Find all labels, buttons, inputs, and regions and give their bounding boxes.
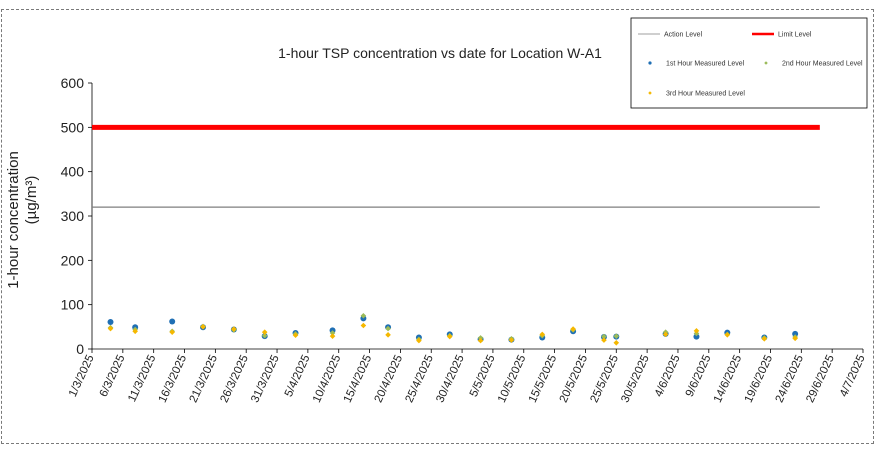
x-tick-label: 6/3/2025	[98, 353, 128, 399]
y-tick-label: 0	[76, 341, 84, 357]
legend-2nd-hour: 2nd Hour Measured Level	[764, 61, 863, 68]
legend-marker	[648, 91, 652, 95]
legend-label: 2nd Hour Measured Level	[782, 61, 863, 68]
x-tick-label: 4/6/2025	[653, 353, 683, 399]
point-3rd-hour	[693, 328, 700, 334]
point-3rd-hour	[477, 337, 484, 344]
point-3rd-hour	[613, 339, 620, 346]
x-tick-label: 20/5/2025	[558, 353, 591, 404]
point-3rd-hour	[792, 335, 798, 342]
x-tick-label: 19/6/2025	[743, 353, 776, 404]
point-3rd-hour	[662, 331, 669, 338]
legend-label: Limit Level	[778, 32, 812, 39]
legend-label: 1st Hour Measured Level	[666, 61, 745, 68]
x-tick-label: 21/3/2025	[188, 353, 221, 404]
legend-box	[630, 17, 868, 109]
x-tick-label: 5/5/2025	[468, 353, 498, 399]
x-tick-label: 16/3/2025	[157, 353, 190, 404]
x-tick-label: 14/6/2025	[712, 353, 745, 404]
y-axis-unit: (µg/m³)	[23, 176, 40, 225]
x-tick-label: 15/4/2025	[342, 353, 375, 404]
x-tick-label: 10/5/2025	[496, 353, 529, 404]
legend-1st-hour: 1st Hour Measured Level	[648, 61, 745, 68]
y-tick-label: 500	[61, 119, 85, 135]
point-2nd-hour	[601, 333, 607, 340]
point-3rd-hour	[231, 326, 237, 332]
x-tick-label: 30/5/2025	[619, 353, 652, 404]
point-2nd-hour	[360, 312, 367, 319]
x-tick-label: 29/6/2025	[804, 353, 837, 404]
x-tick-label: 1/3/2025	[67, 353, 97, 399]
legend-label: 3rd Hour Measured Level	[666, 91, 745, 98]
x-tick-label: 31/3/2025	[249, 353, 282, 404]
y-tick-label: 300	[61, 208, 85, 224]
point-3rd-hour	[132, 328, 138, 335]
point-3rd-hour	[446, 333, 453, 340]
point-3rd-hour	[169, 329, 175, 335]
legend-3rd-hour: 3rd Hour Measured Level	[648, 91, 745, 98]
x-tick-label: 20/4/2025	[373, 353, 406, 404]
point-3rd-hour	[360, 322, 367, 329]
x-tick-label: 25/4/2025	[403, 353, 436, 404]
point-2nd-hour	[613, 333, 620, 339]
y-tick-label: 400	[61, 164, 85, 180]
plot-area: 0 100 200 300 400 500 600 1/3/2025 6/3/202511/3/…	[61, 75, 868, 405]
legend-label: Action Level	[664, 32, 703, 39]
y-tick-label: 600	[61, 75, 85, 91]
point-3rd-hour	[601, 337, 607, 343]
y-axis-label: 1-hour concentration	[5, 151, 22, 289]
y-tick-label: 200	[61, 252, 85, 268]
x-tick-label: 11/3/2025	[126, 353, 158, 404]
point-3rd-hour	[107, 325, 114, 332]
point-3rd-hour	[292, 332, 299, 339]
x-tick-label: 15/5/2025	[527, 353, 560, 404]
point-3rd-hour	[724, 332, 731, 338]
point-3rd-hour	[261, 329, 268, 335]
point-2nd-hour	[385, 325, 391, 332]
x-tick-label: 9/6/2025	[684, 353, 714, 399]
point-3rd-hour	[570, 326, 576, 332]
point-2nd-hour	[329, 330, 336, 336]
point-3rd-hour	[761, 336, 768, 342]
x-tick-label: 30/4/2025	[434, 353, 467, 404]
point-3rd-hour	[539, 331, 546, 338]
point-3rd-hour	[200, 324, 206, 330]
x-tick-label: 24/6/2025	[774, 353, 807, 404]
point-1st-hour	[169, 318, 176, 325]
point-3rd-hour	[416, 337, 422, 344]
x-tick-label: 4/7/2025	[838, 353, 868, 399]
point-3rd-hour	[508, 337, 515, 343]
x-tick-label: 5/4/2025	[283, 353, 313, 399]
legend: Action Level Limit Level 1st Hour Measured…	[630, 17, 868, 109]
point-2nd-hour	[261, 332, 268, 339]
point-3rd-hour	[385, 332, 391, 338]
point-1st-hour	[792, 330, 799, 337]
legend-limit-level: Limit Level	[752, 32, 812, 39]
point-1st-hour	[693, 333, 700, 340]
chart-frame	[1, 9, 874, 444]
legend-marker	[648, 61, 652, 65]
legend-action-level: Action Level	[638, 32, 703, 39]
legend-marker	[764, 61, 768, 65]
chart-title: 1-hour TSP concentration vs date for Loc…	[278, 45, 602, 61]
x-tick-label: 25/5/2025	[588, 353, 621, 404]
y-tick-label: 100	[61, 297, 85, 313]
x-tick-label: 26/3/2025	[218, 353, 251, 404]
point-3rd-hour	[329, 333, 336, 339]
point-1st-hour	[107, 318, 114, 325]
x-tick-label: 10/4/2025	[311, 353, 344, 404]
